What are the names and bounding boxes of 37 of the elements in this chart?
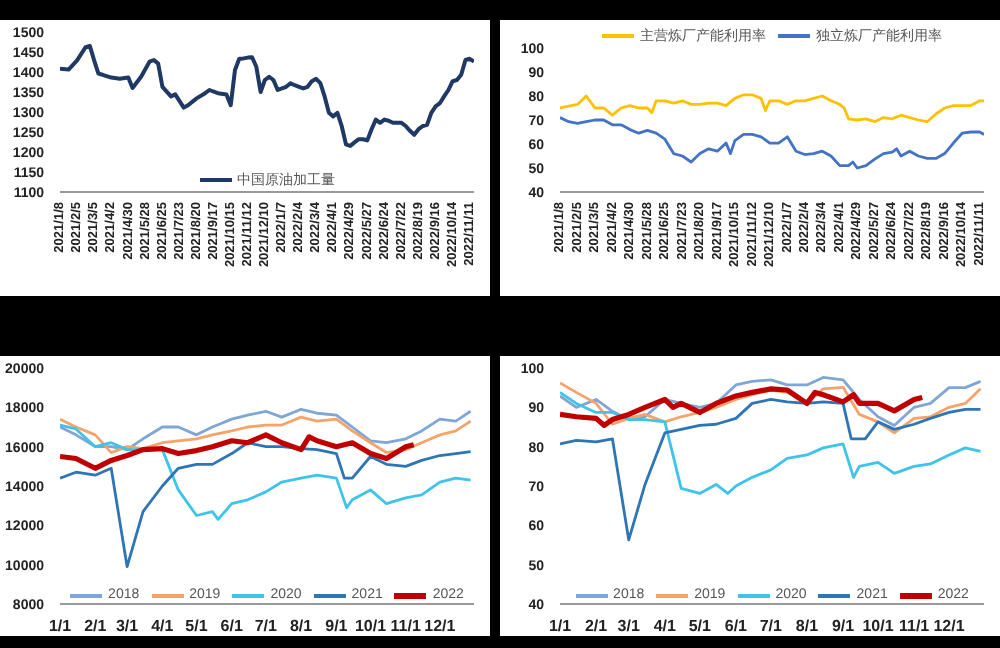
x-tick-label: 10/1 — [862, 617, 895, 636]
x-tick-label: 5/1 — [688, 617, 712, 636]
line-series — [60, 407, 472, 452]
x-tick-label: 10/1 — [354, 617, 388, 636]
line-series — [60, 415, 472, 454]
x-tick-label: 1/1 — [48, 617, 73, 636]
x-tick-label: 11/1 — [898, 617, 931, 636]
x-tick-label: 9/1 — [831, 617, 856, 636]
x-tick-label: 3/1 — [115, 617, 140, 636]
line-series — [560, 376, 982, 427]
line-series — [560, 390, 982, 495]
x-tick-label: 6/1 — [220, 617, 244, 636]
line-series — [60, 432, 417, 471]
x-tick-label: 4/1 — [653, 617, 678, 636]
x-tick-label: 8/1 — [795, 617, 820, 636]
x-tick-label: 11/1 — [390, 617, 422, 636]
x-tick-label: 7/1 — [759, 617, 784, 636]
x-tick-label: 7/1 — [254, 617, 279, 636]
x-tick-label: 9/1 — [325, 617, 349, 636]
line-series — [560, 381, 982, 435]
x-tick-label: 1/1 — [548, 617, 573, 636]
x-tick-label: 2/1 — [84, 617, 108, 636]
line-series — [560, 386, 925, 429]
x-tick-label: 8/1 — [290, 617, 314, 636]
line-series — [60, 441, 472, 569]
x-tick-label: 5/1 — [185, 617, 209, 636]
line-series — [560, 116, 984, 170]
x-tick-label: 3/1 — [617, 617, 641, 636]
line-series — [60, 423, 472, 521]
x-tick-label: 6/1 — [724, 617, 749, 636]
x-tick-label: 12/1 — [424, 617, 457, 636]
x-tick-label: 12/1 — [933, 617, 966, 636]
line-series — [560, 93, 984, 124]
line-series — [60, 44, 474, 148]
x-tick-label: 4/1 — [151, 617, 175, 636]
x-tick-label: 2/1 — [584, 617, 609, 636]
line-series — [560, 398, 982, 542]
